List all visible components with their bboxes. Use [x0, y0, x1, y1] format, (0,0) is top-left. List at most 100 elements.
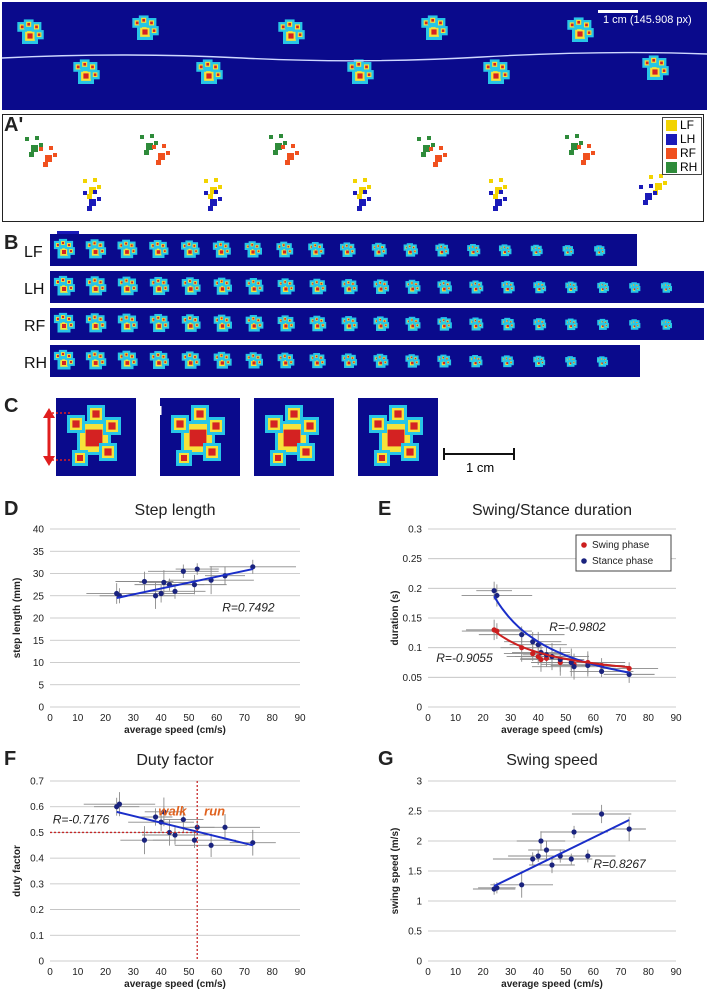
y-tick-label: 0.7 — [30, 777, 44, 788]
footprint — [85, 239, 107, 259]
footprint — [245, 315, 264, 332]
y-tick-label: 0 — [416, 703, 422, 714]
fit-curve-stance — [493, 595, 630, 674]
footprint — [629, 282, 641, 293]
correlation-label: R=0.7492 — [222, 600, 275, 614]
x-tick-label: 80 — [643, 967, 655, 978]
data-point — [194, 824, 200, 830]
footprint — [53, 275, 75, 296]
panel-label-b: B — [4, 232, 19, 254]
footprint — [309, 278, 327, 295]
footprint — [85, 350, 107, 370]
chart-step-length: Step length 0 5 10 15 20 25 30 35 40 0 10 20 30 40 50 60… — [12, 502, 306, 736]
y-tick-label: 5 — [38, 680, 44, 691]
data-point — [585, 853, 591, 859]
classified-paw — [489, 178, 507, 199]
row-label-lf: LF — [24, 244, 43, 261]
y-axis-label: duty factor — [12, 845, 23, 897]
x-tick-label: 50 — [183, 967, 195, 978]
footprint — [117, 276, 138, 296]
footprint — [403, 243, 418, 257]
classified-paw — [204, 190, 222, 211]
x-tick-label: 10 — [450, 967, 462, 978]
y-tick-label: 0.5 — [408, 927, 422, 938]
x-axis-label: average speed (cm/s) — [124, 979, 226, 990]
footprint — [245, 352, 263, 369]
x-tick-label: 60 — [588, 967, 600, 978]
rf-swatch — [666, 147, 677, 159]
x-tick-label: 10 — [450, 713, 462, 724]
classified-paw — [353, 190, 371, 211]
x-axis-label: average speed (cm/s) — [501, 979, 603, 990]
y-tick-label: 0.4 — [30, 854, 44, 865]
classified-paw — [417, 136, 435, 157]
footprint — [437, 317, 452, 331]
x-tick-label: 30 — [505, 967, 517, 978]
data-point — [208, 842, 214, 848]
footprint — [53, 238, 75, 259]
x-tick-label: 90 — [670, 713, 682, 724]
x-tick-label: 70 — [615, 713, 627, 724]
row-label-rf: RF — [24, 318, 46, 335]
data-point — [191, 837, 198, 843]
classified-paw — [39, 146, 57, 167]
data-point — [141, 578, 148, 585]
data-point — [161, 809, 167, 815]
footprint — [373, 353, 389, 368]
x-tick-label: 90 — [294, 713, 306, 724]
footprint — [483, 59, 510, 84]
y-tick-label: 0.1 — [30, 931, 44, 942]
footprint — [629, 319, 641, 330]
x-tick-label: 20 — [100, 967, 112, 978]
footprint — [594, 245, 606, 256]
footprint — [149, 351, 169, 369]
data-point — [194, 566, 200, 572]
x-tick-label: 50 — [560, 967, 572, 978]
data-point — [116, 801, 123, 807]
paw-closeup — [171, 405, 225, 466]
footprint — [244, 241, 262, 258]
correlation-label: R=0.8267 — [593, 857, 647, 871]
footprint — [660, 319, 673, 330]
footprint — [435, 243, 450, 257]
x-tick-label: 70 — [239, 967, 251, 978]
x-tick-label: 50 — [560, 713, 572, 724]
legend-lh: LH — [663, 132, 701, 146]
x-tick-label: 0 — [425, 713, 431, 724]
y-tick-label: 0.3 — [408, 525, 422, 536]
x-tick-label: 40 — [533, 713, 545, 724]
row-label-lh: LH — [24, 281, 45, 298]
footprint — [309, 353, 326, 369]
legend-label: Stance phase — [592, 556, 654, 567]
y-tick-label: 0 — [416, 957, 422, 968]
paw-closeups: LF RF RHLH — [56, 398, 470, 476]
y-tick-label: 1.5 — [408, 867, 422, 878]
legend-label: RH — [680, 160, 698, 174]
chart-swing-stance: Swing/Stance duration 0 0.05 0.1 0.15 0.2 0.25… — [390, 502, 682, 736]
footprint — [469, 317, 484, 331]
correlation-label: R=-0.7176 — [53, 812, 110, 826]
footprint — [309, 315, 327, 332]
paw-closeup — [265, 405, 319, 466]
x-tick-label: 30 — [505, 713, 517, 724]
data-point — [191, 582, 198, 588]
x-tick-label: 90 — [670, 967, 682, 978]
footprint — [341, 279, 358, 295]
footprint — [196, 59, 223, 84]
data-point — [491, 588, 497, 594]
fit-line — [493, 819, 630, 887]
data-point — [141, 837, 148, 843]
y-tick-label: 20 — [33, 614, 45, 625]
footprint — [467, 243, 481, 257]
footprint — [117, 350, 138, 370]
classified-paw — [489, 190, 507, 211]
x-tick-label: 80 — [643, 713, 655, 724]
fit-curve-swing — [493, 629, 630, 669]
footprint — [596, 356, 609, 367]
chart-duty-factor: Duty factor 0 0.1 0.2 0.3 0.4 0.5 0.6 0.7 0 10 20 30… — [12, 752, 306, 990]
footprint — [149, 276, 170, 296]
x-axis-label: average speed (cm/s) — [124, 725, 226, 736]
data-point — [530, 639, 536, 645]
footprint — [212, 240, 231, 258]
